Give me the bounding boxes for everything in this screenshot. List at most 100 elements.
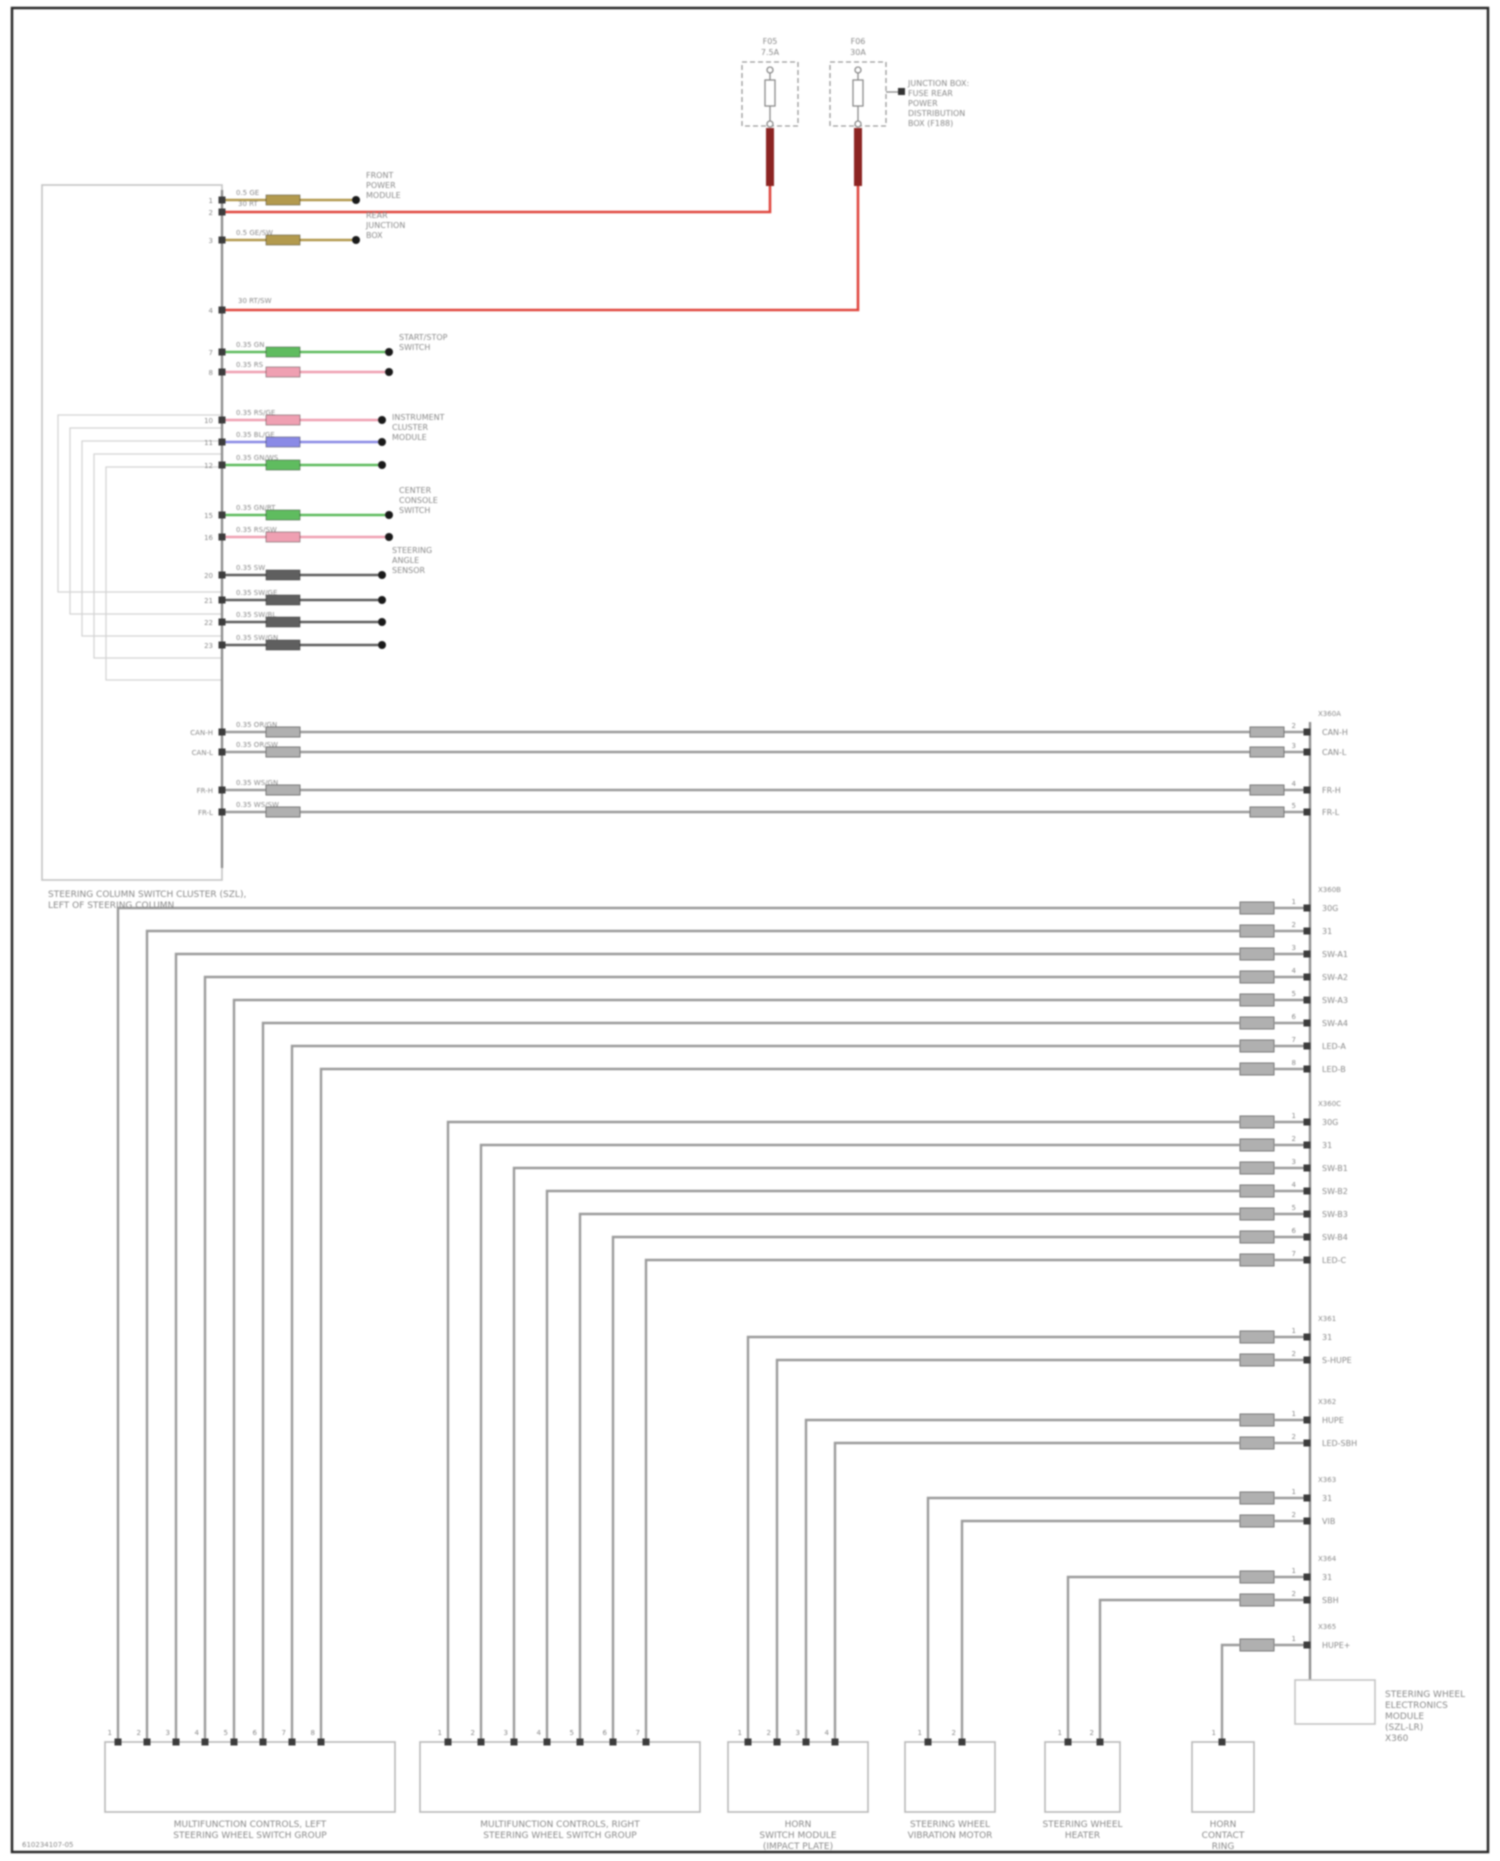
dest-label: MODULE <box>392 433 427 442</box>
splice-dot <box>385 368 393 376</box>
pin-square <box>218 728 226 736</box>
riser-wire <box>261 1021 1240 1742</box>
pin-number: 6 <box>1292 1227 1297 1235</box>
component-box <box>727 1741 869 1813</box>
dest-label: CLUSTER <box>392 423 429 432</box>
inline-connector <box>1249 726 1285 738</box>
signal-label: SW-A1 <box>1322 950 1348 959</box>
component-caption: HORN <box>785 1820 812 1830</box>
riser-wire <box>644 1258 1240 1742</box>
pin-square <box>1303 748 1311 756</box>
pin-square <box>1303 1333 1311 1341</box>
signal-label: FR-H <box>1322 786 1341 795</box>
component-caption: (IMPACT PLATE) <box>763 1842 833 1852</box>
pin-square <box>218 348 226 356</box>
wire-code: 0.35 RS <box>236 361 264 369</box>
pin-square <box>444 1738 452 1746</box>
pin-number: 21 <box>204 597 213 605</box>
right-component-box <box>1294 1679 1376 1725</box>
signal-label: VIB <box>1322 1517 1335 1526</box>
pin-number: 1 <box>1292 1410 1296 1418</box>
wire-code: 0.35 SW <box>236 564 265 572</box>
inline-connector <box>1239 970 1275 984</box>
inline-connector <box>265 194 301 206</box>
twisted-pair-group: CAN-H CAN-H 0.35 OR/GN 2 CAN-L CAN-L 0.35 OR/S… <box>190 721 1348 818</box>
pin-number: 2 <box>1292 921 1296 929</box>
signal-label: LED-SBH <box>1322 1439 1357 1448</box>
component-caption: STEERING WHEEL SWITCH GROUP <box>173 1831 327 1841</box>
red-feed-bar-1 <box>766 128 774 186</box>
splice-dot <box>378 641 386 649</box>
signal-label: LED-A <box>1322 1042 1346 1051</box>
fuse2-bottom-pin <box>854 120 862 128</box>
pin-square <box>773 1738 781 1746</box>
dest-label: ANGLE <box>392 556 419 565</box>
pin-number: 4 <box>537 1729 542 1737</box>
pin-square <box>1064 1738 1072 1746</box>
pin-number: 4 <box>1292 967 1297 975</box>
wire-code: 0.35 RS/SW <box>236 526 277 534</box>
inline-connector <box>1239 1570 1275 1584</box>
pin-square <box>218 596 226 604</box>
pin-number: 2 <box>1292 1350 1296 1358</box>
pin-number: 7 <box>1292 1250 1296 1258</box>
red-wire-fuse1 <box>222 186 772 214</box>
pin-number: 6 <box>603 1729 608 1737</box>
pin-square <box>1303 1573 1311 1581</box>
connector-code: X361 <box>1318 1315 1336 1323</box>
pin-number: 2 <box>1292 1511 1296 1519</box>
pin-number: 1 <box>918 1729 922 1737</box>
pin-number: 5 <box>1292 1204 1296 1212</box>
pin-number: 5 <box>1292 802 1296 810</box>
riser-wire <box>578 1212 1240 1742</box>
fuse1-bottom-pin <box>766 120 774 128</box>
pin-number: 1 <box>1212 1729 1216 1737</box>
inline-connector <box>1239 1253 1275 1267</box>
inline-connector <box>265 746 301 758</box>
inline-connector <box>1239 1491 1275 1505</box>
inline-connector <box>265 234 301 246</box>
riser-wire <box>232 998 1240 1742</box>
pin-number: 2 <box>767 1729 771 1737</box>
pin-number: 23 <box>204 642 213 650</box>
pin-number: 4 <box>1292 1181 1297 1189</box>
wire-code: 0.35 SW/GN <box>236 634 278 642</box>
pin-number: 1 <box>1292 1327 1296 1335</box>
right-box-caption: (SZL-LR) <box>1385 1723 1423 1733</box>
component-box <box>1044 1741 1121 1813</box>
right-stub-group: X360B30G1312SW-A13SW-A24SW-A35SW-A46LED-… <box>1239 886 1357 1652</box>
pin-square <box>288 1738 296 1746</box>
riser-wire <box>1066 1575 1240 1742</box>
pin-square <box>218 808 226 816</box>
pin-square <box>1303 1494 1311 1502</box>
dest-label: SWITCH <box>399 343 430 352</box>
pin-square <box>1303 1439 1311 1447</box>
dest-label: INSTRUMENT <box>392 413 445 422</box>
riser-wire-group <box>116 906 1240 1742</box>
pin-number: 7 <box>1292 1036 1296 1044</box>
pin-square <box>477 1738 485 1746</box>
dest-label: START/STOP <box>399 333 448 342</box>
wire-code: 0.35 GN/WS <box>236 454 279 462</box>
pin-square <box>1303 1141 1311 1149</box>
pin-square <box>1303 927 1311 935</box>
riser-wire <box>1098 1598 1240 1742</box>
component-caption: STEERING WHEEL SWITCH GROUP <box>483 1831 637 1841</box>
signal-label: HUPE <box>1322 1416 1344 1425</box>
inline-connector <box>265 639 301 651</box>
pin-number: 2 <box>1292 722 1296 730</box>
riser-wire <box>446 1120 1240 1742</box>
fuse2-label: F06 <box>851 37 866 46</box>
splice-dot <box>385 511 393 519</box>
riser-wire <box>319 1067 1240 1742</box>
pin-square <box>1303 1233 1311 1241</box>
component-box <box>1191 1741 1255 1813</box>
junction-box-label: JUNCTION BOX: <box>907 79 969 88</box>
pin-square <box>924 1738 932 1746</box>
pin-square <box>543 1738 551 1746</box>
pin-number: 5 <box>1292 990 1296 998</box>
dest-label: STEERING <box>392 546 432 555</box>
inline-connector <box>265 414 301 426</box>
